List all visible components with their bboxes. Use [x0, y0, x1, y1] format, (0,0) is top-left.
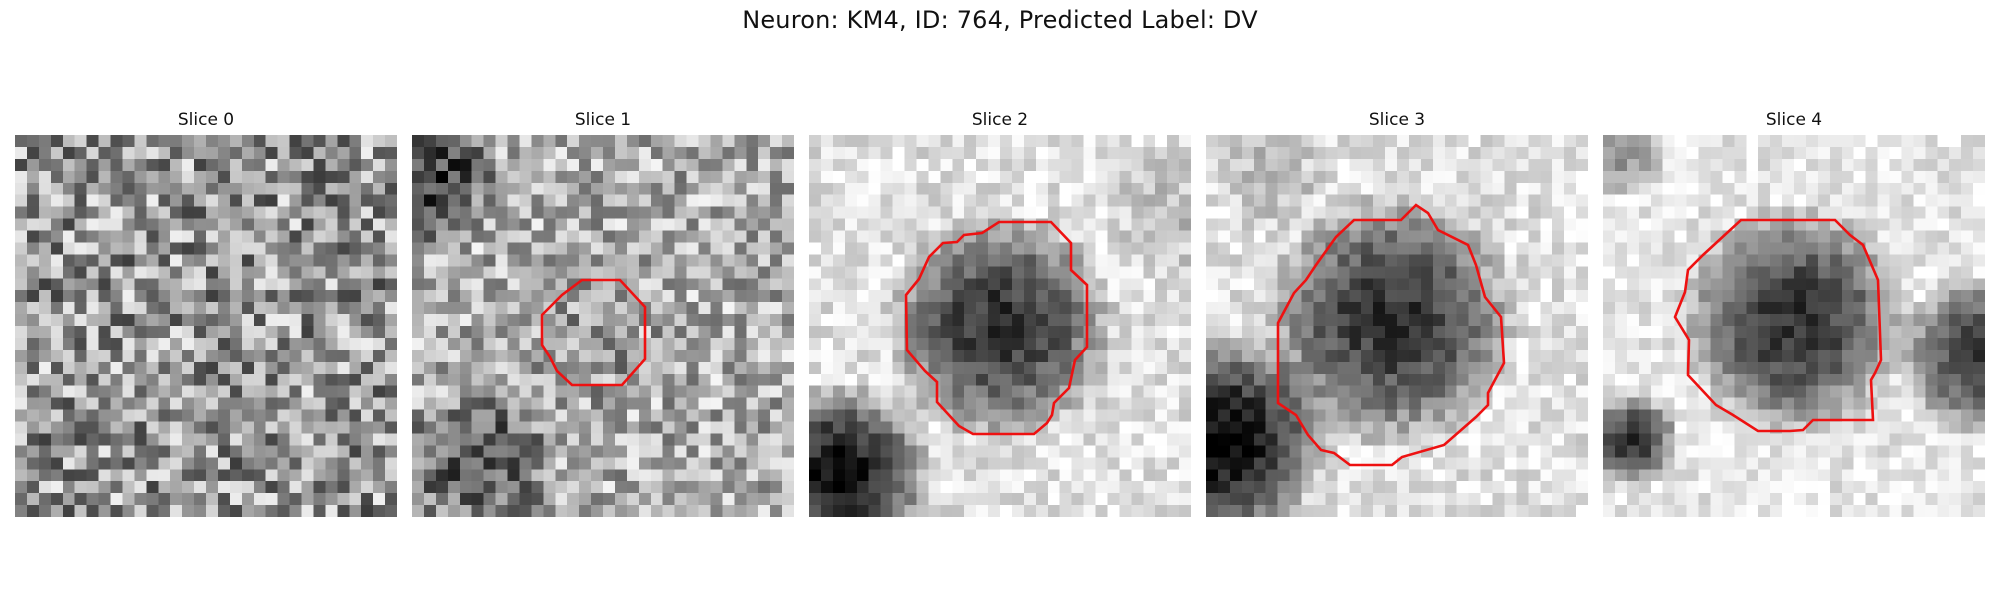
- slice-panel-3: Slice 3: [1206, 108, 1588, 528]
- slice-panel-2: Slice 2: [809, 108, 1191, 528]
- slice-title: Slice 1: [574, 110, 632, 130]
- slice-image-2: [809, 135, 1191, 517]
- slice-title: Slice 0: [177, 110, 235, 130]
- slice-title: Slice 4: [1765, 110, 1823, 130]
- figure-title: Neuron: KM4, ID: 764, Predicted Label: D…: [742, 6, 1258, 34]
- slice-panel-4: Slice 4: [1603, 108, 1985, 528]
- slice-image-4: [1603, 135, 1985, 517]
- slice-image-3: [1206, 135, 1588, 517]
- slice-title: Slice 3: [1368, 110, 1426, 130]
- slice-image-1: [412, 135, 794, 517]
- slice-title: Slice 2: [971, 110, 1029, 130]
- slice-panel-1: Slice 1: [412, 108, 794, 528]
- slice-panel-0: Slice 0: [15, 108, 397, 528]
- slice-panels: Slice 0 Slice 1 Slice 2 Slice 3 Slice 4: [15, 108, 1985, 528]
- slice-image-0: [15, 135, 397, 517]
